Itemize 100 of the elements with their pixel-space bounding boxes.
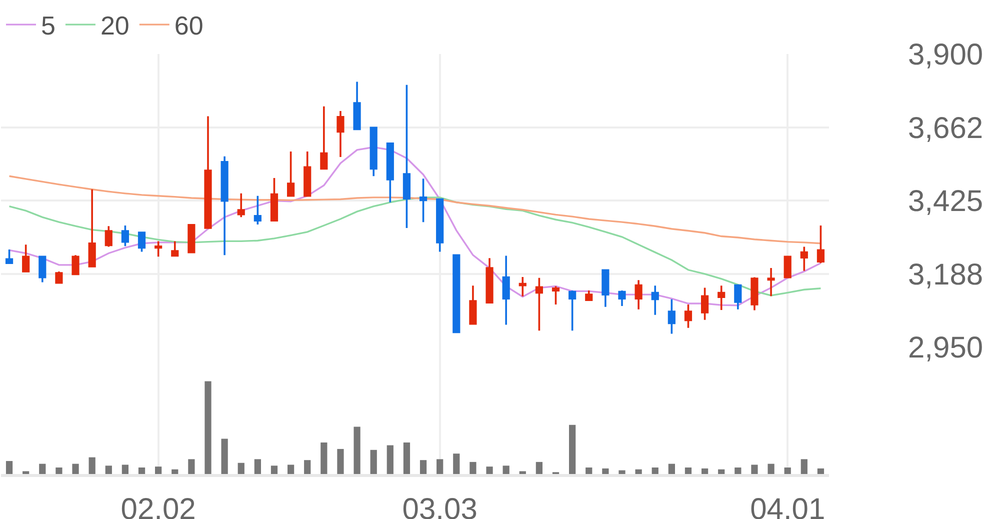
- candlestick: [535, 277, 543, 332]
- candlestick: [370, 126, 378, 178]
- bar: [204, 381, 212, 474]
- bar: [701, 468, 708, 474]
- candlestick: [816, 224, 825, 264]
- candlestick: [5, 248, 14, 265]
- bar: [602, 468, 609, 474]
- candlestick: [602, 268, 610, 308]
- bar: [486, 466, 493, 474]
- candlestick: [469, 284, 477, 326]
- candlestick: [320, 106, 328, 170]
- bar: [138, 468, 146, 474]
- candlestick: [386, 142, 394, 204]
- bar: [420, 460, 427, 474]
- line-series: [8, 175, 822, 244]
- candlestick: [204, 115, 212, 230]
- bar: [270, 466, 278, 474]
- candlestick: [568, 290, 576, 332]
- bar: [536, 462, 543, 474]
- bar: [254, 459, 261, 474]
- bar: [519, 471, 526, 474]
- bar: [22, 471, 30, 474]
- bar: [337, 448, 344, 474]
- bar: [668, 464, 675, 474]
- candlestick: [304, 150, 312, 198]
- bar: [188, 459, 195, 474]
- y-tick-label: 2,950: [908, 332, 984, 364]
- x-tick-label: 03.03: [402, 493, 478, 519]
- y-tick-label: 3,900: [908, 38, 984, 72]
- candlestick: [72, 254, 80, 276]
- candlestick: [436, 198, 444, 253]
- candlestick: [237, 192, 245, 218]
- candlestick: [452, 254, 460, 334]
- bar: [370, 450, 377, 474]
- candlestick: [336, 110, 344, 158]
- y-tick-label: 3,662: [908, 112, 984, 145]
- candlestick: [104, 225, 112, 248]
- candlestick: [767, 267, 775, 298]
- candlestick: [684, 304, 692, 329]
- candlestick: [784, 254, 792, 279]
- bar: [287, 464, 294, 474]
- candlestick: [718, 284, 726, 311]
- candlestick: [220, 156, 228, 256]
- bar: [39, 464, 46, 474]
- candlestick: [618, 290, 626, 307]
- candlestick: [502, 254, 510, 326]
- bar: [320, 442, 328, 474]
- bar: [172, 469, 178, 474]
- bar: [800, 459, 808, 474]
- bar: [122, 464, 129, 474]
- x-tick-label: 02.02: [120, 493, 196, 519]
- bar: [403, 442, 410, 474]
- bar: [354, 426, 360, 474]
- bar: [436, 459, 444, 474]
- candlestick: [651, 284, 659, 316]
- bar: [569, 424, 576, 474]
- bar: [304, 460, 311, 474]
- candlestick: [634, 279, 642, 310]
- candlestick: [486, 257, 494, 304]
- candlestick: [270, 177, 278, 222]
- bar: [652, 468, 658, 474]
- candlestick: [518, 276, 526, 298]
- bar: [684, 468, 692, 474]
- bar: [768, 464, 774, 474]
- bar: [734, 468, 742, 474]
- bar: [718, 469, 725, 474]
- candlestick: [402, 84, 411, 229]
- candlestick: [254, 194, 262, 226]
- candlestick: [121, 224, 129, 248]
- candlestick: [188, 223, 196, 254]
- bar: [502, 466, 510, 474]
- bar: [586, 468, 592, 474]
- candlestick: [734, 284, 742, 310]
- legend-label: 60: [174, 10, 204, 41]
- bar: [453, 454, 460, 474]
- y-tick-label: 3,188: [908, 258, 984, 292]
- candlestick: [353, 80, 361, 130]
- x-tick-label: 04.01: [750, 493, 826, 519]
- candlestick: [701, 286, 709, 321]
- candlestick: [22, 244, 30, 273]
- bar: [635, 469, 642, 474]
- bar: [784, 468, 791, 474]
- bar: [6, 461, 13, 474]
- candlestick: [552, 285, 560, 306]
- candlestick: [171, 240, 179, 257]
- candlestick: [750, 276, 758, 312]
- candlestick: [287, 150, 295, 198]
- bar: [817, 468, 824, 474]
- bar: [221, 438, 228, 474]
- candlestick: [154, 240, 162, 258]
- candlestick: [419, 178, 428, 223]
- bar: [56, 468, 62, 474]
- legend-label: 20: [100, 10, 130, 41]
- bar: [751, 464, 758, 474]
- legend-label: 5: [41, 10, 56, 41]
- y-tick-label: 3,425: [908, 185, 984, 218]
- bar: [155, 466, 162, 474]
- candlestick: [585, 290, 593, 302]
- line-series: [8, 146, 822, 306]
- line-series: [8, 196, 822, 296]
